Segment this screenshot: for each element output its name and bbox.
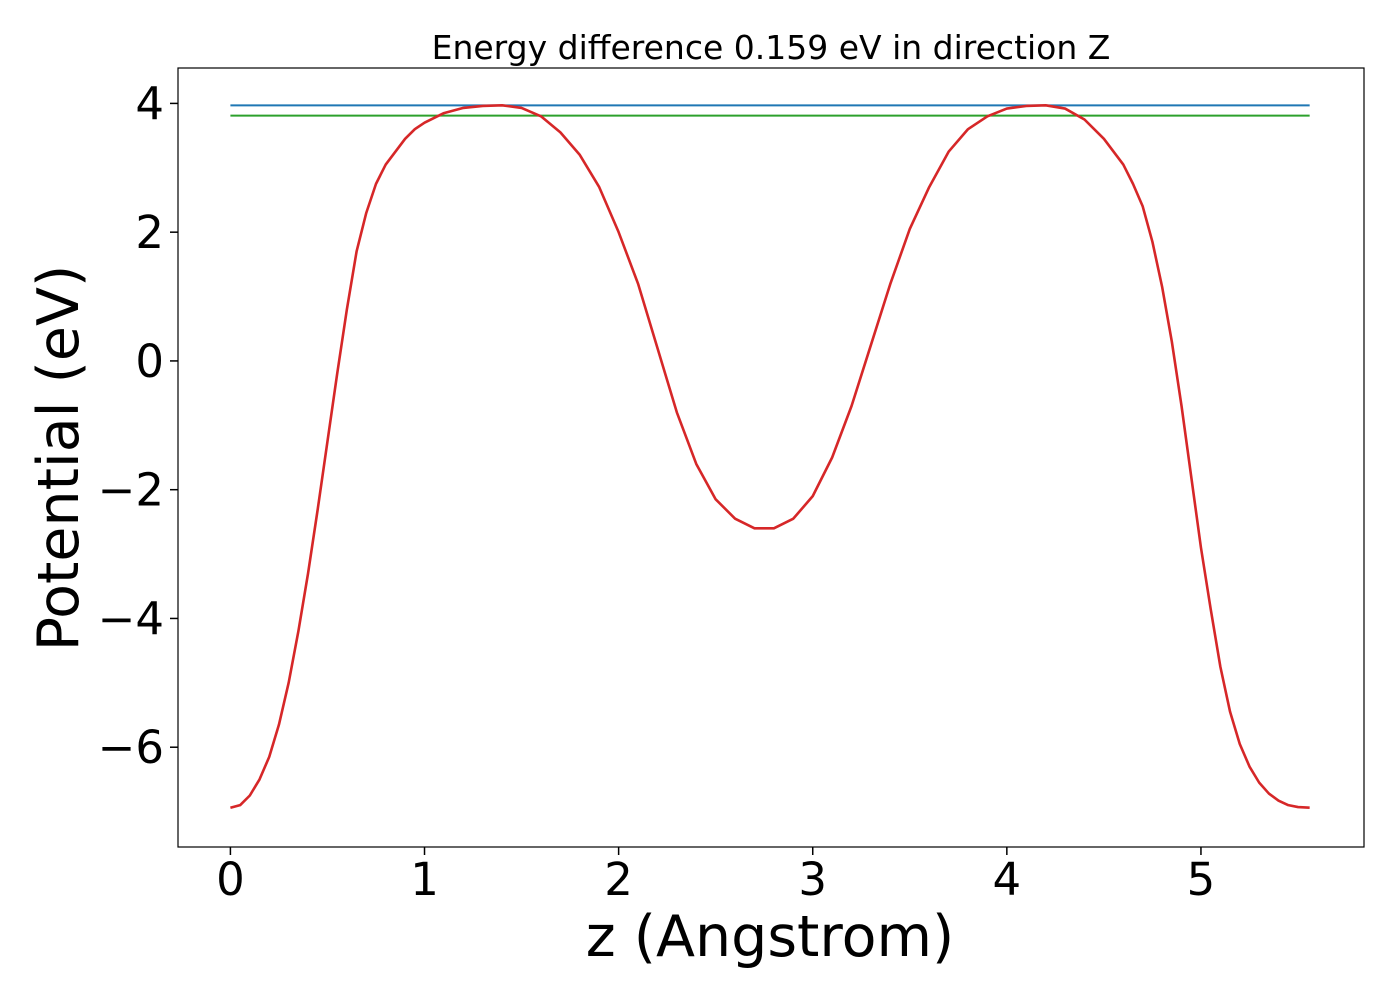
x-tick-label-4: 4 [993, 853, 1022, 906]
x-tick-label-5: 5 [1187, 853, 1216, 906]
x-axis-label: z (Angstrom) [586, 904, 954, 970]
x-tick-label-2: 2 [604, 853, 633, 906]
y-tick-label-4: −4 [98, 592, 164, 645]
x-tick-label-3: 3 [798, 853, 827, 906]
y-tick-label-2: 0 [135, 335, 164, 388]
y-tick-label-3: −2 [98, 464, 164, 517]
series-layer [230, 104, 1310, 810]
y-tick-label-1: 2 [135, 206, 164, 259]
y-tick-label-5: −6 [98, 721, 164, 774]
x-tick-label-0: 0 [216, 853, 245, 906]
series-line-2 [230, 104, 1310, 810]
plot-frame [177, 67, 1365, 848]
chart-title: Energy difference 0.159 eV in direction … [432, 28, 1111, 67]
x-tick-label-1: 1 [410, 853, 439, 906]
y-tick-label-0: 4 [135, 77, 164, 130]
y-axis-label: Potential (eV) [26, 265, 92, 651]
tick-layer: 0 1 2 3 4 5 4 2 0 −2 −4 −6 [98, 77, 1216, 906]
